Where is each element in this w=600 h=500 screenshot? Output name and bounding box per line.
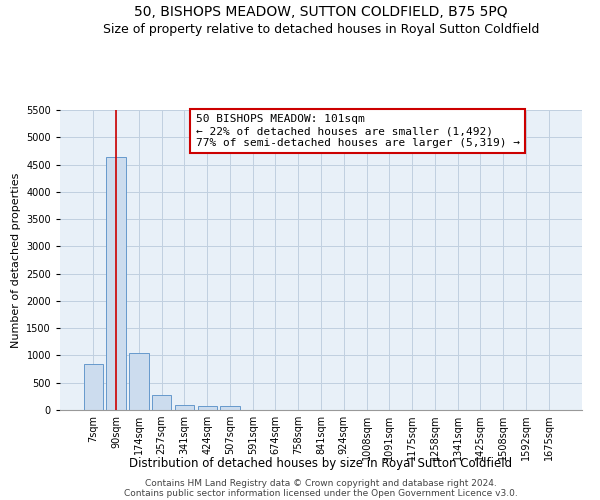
Text: Contains HM Land Registry data © Crown copyright and database right 2024.: Contains HM Land Registry data © Crown c… [145,479,497,488]
Bar [106,157,126,410]
Y-axis label: Number of detached properties: Number of detached properties [11,172,20,348]
Text: 50 BISHOPS MEADOW: 101sqm
← 22% of detached houses are smaller (1,492)
77% of se: 50 BISHOPS MEADOW: 101sqm ← 22% of detac… [196,114,520,148]
Text: Distribution of detached houses by size in Royal Sutton Coldfield: Distribution of detached houses by size … [130,458,512,470]
Text: 50, BISHOPS MEADOW, SUTTON COLDFIELD, B75 5PQ: 50, BISHOPS MEADOW, SUTTON COLDFIELD, B7… [134,5,508,19]
Text: Contains public sector information licensed under the Open Government Licence v3: Contains public sector information licen… [124,489,518,498]
Bar [84,364,103,410]
Bar [197,406,217,410]
Bar [129,354,149,410]
Text: Size of property relative to detached houses in Royal Sutton Coldfield: Size of property relative to detached ho… [103,22,539,36]
Bar [152,394,172,410]
Bar [220,406,239,410]
Bar [175,405,194,410]
